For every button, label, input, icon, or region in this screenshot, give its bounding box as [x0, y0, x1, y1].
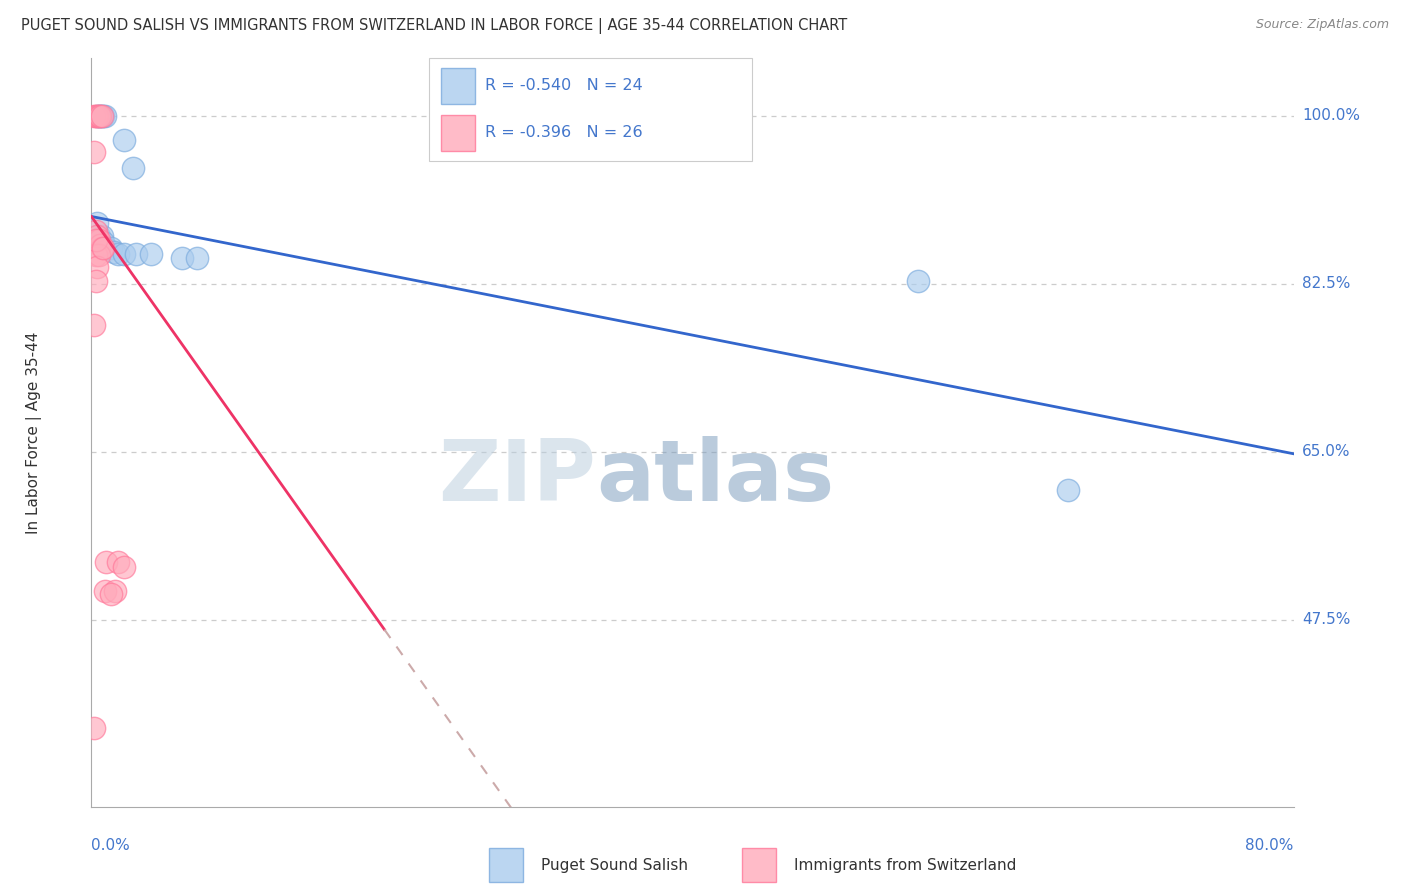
Text: 47.5%: 47.5%: [1302, 613, 1350, 627]
Point: [114, 133, 136, 147]
Point: [114, 247, 136, 261]
Point: [87, 248, 110, 262]
Point: [84, 274, 107, 288]
Point: [93, 109, 115, 123]
Point: [89, 238, 111, 252]
Point: [84, 234, 107, 248]
Point: [84, 109, 107, 123]
Point: [86, 216, 108, 230]
Point: [84, 224, 107, 238]
Point: [94, 109, 117, 123]
Point: [83, 145, 105, 160]
Text: Immigrants from Switzerland: Immigrants from Switzerland: [794, 858, 1017, 872]
Point: [89, 109, 111, 123]
Point: [90, 228, 112, 243]
Text: 65.0%: 65.0%: [1302, 444, 1350, 459]
Point: [104, 584, 127, 599]
Text: R = -0.396   N = 26: R = -0.396 N = 26: [485, 126, 643, 140]
Point: [87, 234, 110, 248]
Point: [90, 109, 112, 123]
Point: [170, 251, 193, 265]
Point: [1057, 483, 1080, 498]
Point: [907, 274, 929, 288]
Point: [86, 109, 108, 123]
Point: [94, 584, 117, 599]
Point: [96, 555, 118, 569]
Point: [86, 109, 108, 123]
Text: Puget Sound Salish: Puget Sound Salish: [541, 858, 689, 872]
Point: [83, 318, 105, 332]
Point: [93, 241, 115, 255]
Text: Source: ZipAtlas.com: Source: ZipAtlas.com: [1256, 18, 1389, 31]
Point: [90, 241, 112, 255]
Text: atlas: atlas: [596, 436, 835, 519]
Point: [107, 555, 129, 569]
Point: [83, 109, 105, 123]
Text: 0.0%: 0.0%: [91, 838, 131, 853]
Point: [141, 247, 163, 261]
Text: 80.0%: 80.0%: [1246, 838, 1294, 853]
Point: [90, 109, 112, 123]
Point: [107, 247, 129, 261]
Point: [84, 248, 107, 262]
Point: [86, 260, 108, 275]
Point: [89, 109, 111, 123]
Point: [83, 722, 105, 736]
Point: [186, 251, 208, 265]
Text: 100.0%: 100.0%: [1302, 108, 1360, 123]
Point: [125, 247, 148, 261]
Text: ZIP: ZIP: [439, 436, 596, 519]
Point: [103, 245, 125, 260]
Text: R = -0.540   N = 24: R = -0.540 N = 24: [485, 78, 643, 93]
Point: [100, 241, 122, 255]
Point: [93, 235, 115, 250]
Text: PUGET SOUND SALISH VS IMMIGRANTS FROM SWITZERLAND IN LABOR FORCE | AGE 35-44 COR: PUGET SOUND SALISH VS IMMIGRANTS FROM SW…: [21, 18, 848, 34]
Point: [96, 241, 118, 255]
Point: [122, 161, 145, 176]
Point: [86, 228, 108, 243]
Point: [87, 109, 110, 123]
Point: [87, 109, 110, 123]
Text: In Labor Force | Age 35-44: In Labor Force | Age 35-44: [25, 332, 42, 533]
Point: [87, 228, 110, 243]
Text: 82.5%: 82.5%: [1302, 277, 1350, 291]
Point: [94, 241, 117, 255]
Point: [114, 560, 136, 574]
Point: [100, 587, 122, 601]
